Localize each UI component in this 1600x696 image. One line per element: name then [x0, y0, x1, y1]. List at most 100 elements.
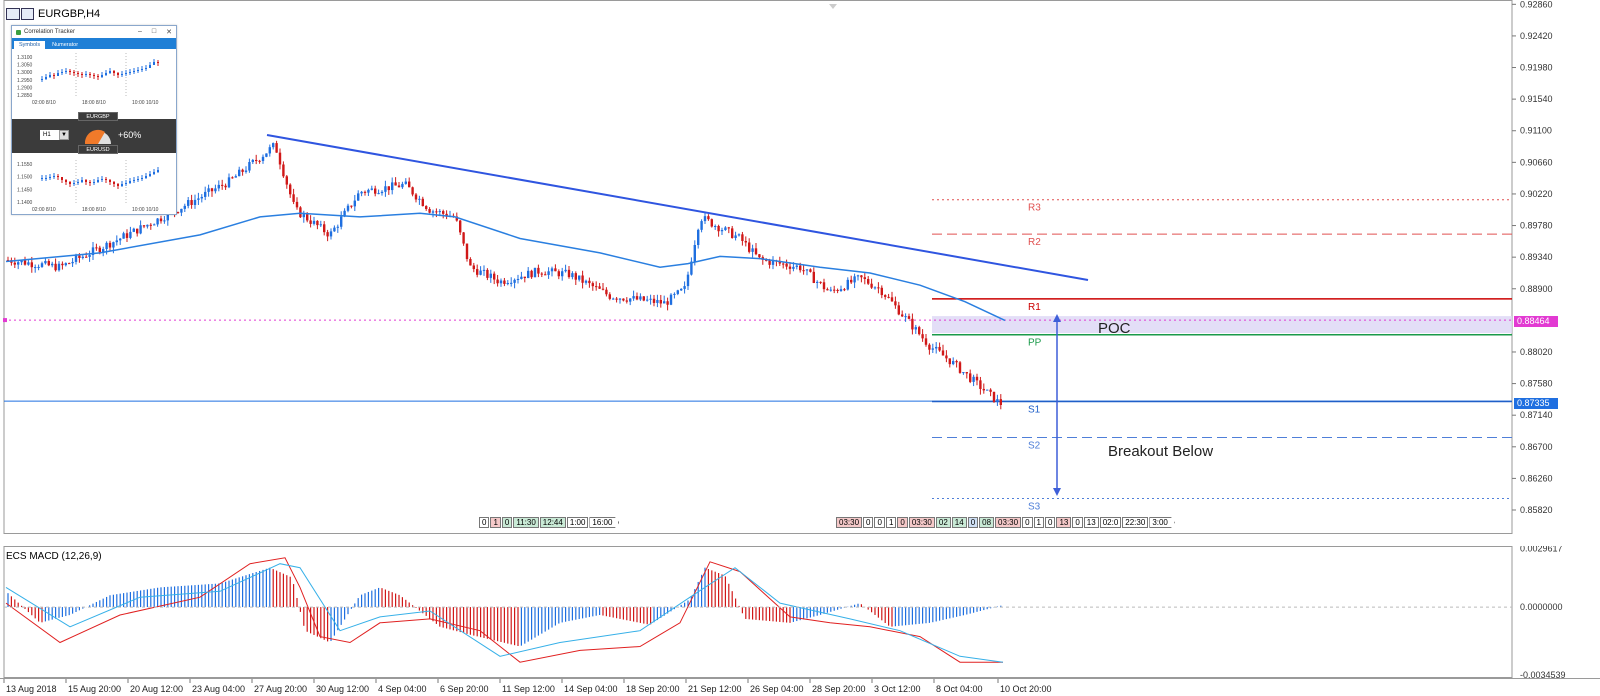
candle-body — [414, 194, 418, 200]
tab-numerator[interactable]: Numerator — [52, 42, 79, 48]
price-tick-label: 0.92420 — [1520, 31, 1553, 41]
mini-candle-body — [65, 180, 67, 182]
candle-body — [581, 275, 584, 283]
tick-tag: 11:30 — [513, 517, 539, 528]
price-tick-label: 0.90220 — [1520, 189, 1553, 199]
pivot-s3-label: S3 — [1028, 502, 1041, 513]
candle-body — [333, 227, 336, 232]
pivot-r3-label: R3 — [1028, 203, 1041, 214]
tab-symbols[interactable]: Symbols — [14, 41, 46, 49]
candle-body — [360, 191, 363, 194]
candle-body — [27, 262, 30, 265]
candle-body — [992, 391, 996, 402]
candle-body — [863, 277, 866, 280]
candle-body — [914, 327, 917, 330]
candle-body — [411, 187, 414, 195]
candle-body — [839, 289, 843, 292]
candle-body — [248, 162, 251, 171]
candle-body — [156, 218, 159, 225]
candle-body — [659, 299, 662, 304]
macd-chart[interactable]: 0.0029617 0.0000000 -0.0034539 — [0, 546, 1600, 678]
candle-body — [210, 188, 214, 192]
mini-candle-body — [129, 72, 131, 73]
candle-body — [408, 181, 411, 188]
candle-body — [78, 255, 81, 258]
candle-body — [374, 188, 377, 194]
candle-body — [853, 276, 856, 283]
candle-body — [642, 296, 645, 301]
candle-body — [846, 279, 849, 290]
candle-body — [799, 265, 802, 271]
tick-tag: 0 — [1072, 517, 1083, 528]
tick-tag: 0 — [1044, 517, 1056, 528]
maximize-icon[interactable]: □ — [151, 28, 157, 35]
candle-body — [561, 271, 564, 277]
candle-body — [867, 279, 870, 284]
poc-zone — [932, 316, 1512, 334]
date-label: 11 Sep 12:00 — [502, 684, 555, 694]
candle-body — [693, 244, 696, 262]
candle-body — [74, 255, 78, 262]
candle-body — [795, 265, 798, 267]
candle-body — [758, 254, 761, 258]
candle-body — [44, 261, 47, 264]
minimize-icon[interactable]: – — [137, 28, 142, 35]
candle-body — [435, 211, 438, 213]
price-tick-label: 0.86700 — [1520, 442, 1553, 452]
price-tick-label: 0.91540 — [1520, 94, 1553, 104]
candle-body — [132, 228, 135, 232]
candle-body — [935, 346, 938, 349]
candle-body — [778, 261, 781, 264]
mini-candle-body — [93, 75, 95, 76]
tick-tag: 03:30 — [836, 517, 863, 528]
close-icon[interactable]: ✕ — [166, 29, 172, 36]
candle-body — [204, 191, 207, 197]
candle-body — [547, 271, 550, 275]
candle-body — [615, 298, 618, 300]
candle-body — [139, 225, 142, 234]
mini-candle-body — [85, 180, 87, 182]
widget-header[interactable]: Correlation Tracker – □ ✕ — [12, 26, 176, 38]
candle-body — [261, 156, 265, 161]
mini-candle-body — [145, 68, 147, 69]
price-chart[interactable]: R3 R2 R1 PP S1 S2 S3 0.92860 0.92420 0.91980 0.91… — [0, 0, 1600, 546]
candle-body — [982, 388, 985, 391]
candle-body — [190, 200, 193, 205]
mini-candle-body — [113, 71, 115, 73]
candle-body — [639, 296, 642, 300]
mini-candle-body — [109, 180, 111, 182]
candle-body — [812, 271, 815, 283]
mini-candle-body — [125, 183, 127, 184]
timeframe-select[interactable]: H1 — [40, 130, 62, 140]
candle-body — [244, 170, 248, 172]
candle-body — [710, 219, 713, 227]
pivot-s2-label: S2 — [1028, 440, 1041, 451]
candle-body — [377, 193, 380, 195]
candle-body — [826, 289, 829, 291]
candle-body — [251, 159, 254, 163]
candle-body — [115, 240, 118, 243]
candle-body — [836, 289, 839, 292]
mini-tick-label: 1.3000 — [17, 70, 33, 76]
chevron-down-icon[interactable]: ▼ — [59, 130, 69, 140]
candle-body — [591, 283, 594, 287]
candle-body — [941, 350, 945, 356]
tile-windows-icon[interactable] — [6, 8, 34, 20]
correlation-tracker-widget[interactable]: Correlation Tracker – □ ✕ Symbols Numera… — [11, 25, 177, 215]
candle-body — [489, 273, 492, 278]
candle-body — [860, 275, 863, 278]
mini-candle-body — [89, 182, 91, 183]
tick-tag: 16:00 — [589, 517, 620, 528]
candle-body — [544, 274, 547, 276]
candle-body — [37, 266, 40, 268]
mini-candle-body — [53, 75, 55, 76]
candle-body — [788, 266, 792, 269]
candle-body — [482, 269, 486, 271]
symbol-timeframe: EURGBP,H4 — [38, 8, 101, 20]
candle-body — [496, 279, 499, 284]
candle-body — [153, 224, 156, 226]
candle-body — [612, 298, 615, 300]
candle-body — [625, 300, 628, 302]
candle-body — [632, 296, 635, 299]
candle-body — [275, 143, 278, 153]
